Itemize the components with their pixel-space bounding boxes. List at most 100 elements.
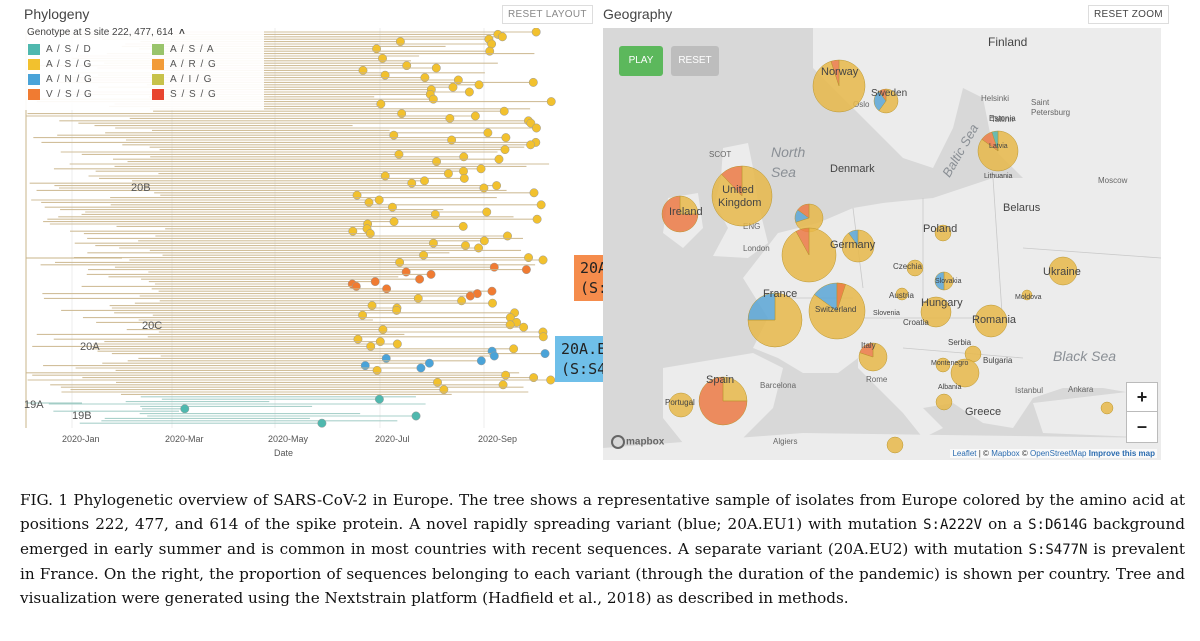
- tree-tip[interactable]: [464, 87, 474, 97]
- tree-tip[interactable]: [389, 217, 399, 227]
- country-pie-slice[interactable]: [722, 376, 748, 402]
- tree-tip[interactable]: [392, 339, 402, 349]
- tree-tip[interactable]: [509, 344, 519, 354]
- legend-item[interactable]: A / I / G: [152, 74, 212, 85]
- mapbox-link[interactable]: Mapbox: [991, 449, 1020, 458]
- country-pie-slice[interactable]: [1100, 401, 1114, 415]
- tree-tip[interactable]: [374, 394, 384, 404]
- legend-item[interactable]: S / S / G: [152, 89, 217, 100]
- country-pie-slice[interactable]: [934, 271, 945, 291]
- tree-tip[interactable]: [526, 140, 536, 150]
- country-pie-slice[interactable]: [934, 224, 952, 242]
- tree-tip[interactable]: [521, 265, 531, 275]
- phylogeny-tree[interactable]: [22, 28, 584, 430]
- country-pie-slice[interactable]: [886, 436, 904, 454]
- tree-tip[interactable]: [546, 375, 556, 385]
- tree-tip[interactable]: [476, 164, 486, 174]
- tree-tip[interactable]: [531, 28, 541, 37]
- tree-tip[interactable]: [487, 286, 497, 296]
- tree-tip[interactable]: [519, 322, 529, 332]
- tree-tip[interactable]: [465, 291, 475, 301]
- country-pie-slice[interactable]: [859, 342, 874, 358]
- openstreetmap-link[interactable]: OpenStreetMap: [1030, 449, 1087, 458]
- tree-tip[interactable]: [499, 106, 509, 116]
- country-pie-slice[interactable]: [895, 287, 909, 301]
- legend-item[interactable]: A / R / G: [152, 59, 217, 70]
- legend-item[interactable]: A / S / D: [28, 44, 92, 55]
- tree-tip[interactable]: [483, 128, 493, 138]
- country-pie-slice[interactable]: [830, 59, 840, 87]
- leaflet-link[interactable]: Leaflet: [952, 449, 977, 458]
- tree-tip[interactable]: [540, 349, 550, 359]
- country-pie-slice[interactable]: [974, 304, 1008, 338]
- tree-tip[interactable]: [426, 269, 436, 279]
- tree-tip[interactable]: [536, 200, 546, 210]
- improve-map-link[interactable]: Improve this map: [1088, 449, 1155, 458]
- legend-item[interactable]: A / S / G: [28, 59, 92, 70]
- country-pie-slice[interactable]: [795, 227, 810, 256]
- tree-tip[interactable]: [443, 169, 453, 179]
- country-pie-slice[interactable]: [920, 296, 952, 328]
- tree-tip[interactable]: [411, 411, 421, 421]
- tree-tip[interactable]: [538, 255, 548, 265]
- tree-tip[interactable]: [494, 154, 504, 164]
- tree-tip[interactable]: [416, 363, 426, 373]
- country-pie-slice[interactable]: [950, 358, 980, 388]
- country-pie-slice[interactable]: [906, 259, 924, 277]
- tree-tip[interactable]: [459, 173, 469, 183]
- play-button[interactable]: PLAY: [619, 46, 663, 76]
- tree-tip[interactable]: [482, 207, 492, 217]
- country-pie-slice[interactable]: [836, 282, 846, 312]
- zoom-in-button[interactable]: +: [1126, 382, 1158, 414]
- tree-tip[interactable]: [479, 236, 489, 246]
- mapbox-logo[interactable]: mapbox: [611, 435, 664, 449]
- legend-item[interactable]: A / S / A: [152, 44, 215, 55]
- tree-tip[interactable]: [546, 97, 556, 107]
- legend-item[interactable]: V / S / G: [28, 89, 93, 100]
- country-pie-slice[interactable]: [935, 357, 951, 373]
- country-pie-slice[interactable]: [668, 392, 694, 418]
- tree-tip[interactable]: [370, 277, 380, 287]
- tree-tip[interactable]: [501, 133, 511, 143]
- tree-tip[interactable]: [474, 80, 484, 90]
- country-pie-slice[interactable]: [1048, 256, 1078, 286]
- tree-tip[interactable]: [492, 181, 502, 191]
- tree-tip[interactable]: [488, 298, 497, 308]
- zoom-out-button[interactable]: –: [1126, 411, 1158, 443]
- tree-tip[interactable]: [180, 404, 190, 414]
- country-pie-slice[interactable]: [661, 195, 699, 233]
- country-pie-slice[interactable]: [935, 393, 953, 411]
- tree-tip[interactable]: [528, 77, 538, 87]
- country-pie-slice[interactable]: [747, 292, 776, 321]
- tree-tip[interactable]: [529, 188, 539, 198]
- reset-layout-button[interactable]: RESET LAYOUT: [502, 5, 593, 24]
- tree-tip[interactable]: [489, 351, 499, 361]
- tree-tip[interactable]: [500, 145, 510, 155]
- country-pie-slice[interactable]: [878, 88, 887, 102]
- tree-tip[interactable]: [317, 418, 327, 428]
- tree-tip[interactable]: [531, 123, 541, 133]
- tree-tip[interactable]: [458, 221, 468, 231]
- tree-tip[interactable]: [431, 63, 441, 73]
- tree-tip[interactable]: [420, 176, 429, 186]
- tree-tip[interactable]: [470, 111, 480, 121]
- tree-tip[interactable]: [374, 195, 384, 205]
- country-pie-slice[interactable]: [848, 229, 859, 247]
- reset-zoom-button[interactable]: RESET ZOOM: [1088, 5, 1169, 24]
- country-pie-slice[interactable]: [698, 376, 748, 426]
- tree-tip[interactable]: [532, 214, 542, 224]
- legend-item[interactable]: A / N / G: [28, 74, 93, 85]
- reset-animation-button[interactable]: RESET: [671, 46, 719, 76]
- tree-tip[interactable]: [538, 332, 548, 342]
- country-pie-slice[interactable]: [797, 203, 810, 219]
- country-pie-slice[interactable]: [878, 88, 899, 114]
- tree-tip[interactable]: [497, 32, 507, 42]
- tree-tip[interactable]: [415, 274, 425, 284]
- country-pie-slice[interactable]: [991, 130, 999, 152]
- country-pie-slice[interactable]: [721, 165, 743, 197]
- country-pie-slice[interactable]: [943, 271, 954, 291]
- country-pie-slice[interactable]: [1021, 289, 1033, 301]
- tree-tip[interactable]: [424, 358, 434, 368]
- collapse-caret-icon[interactable]: ˄: [179, 27, 185, 38]
- tree-tip[interactable]: [448, 82, 458, 92]
